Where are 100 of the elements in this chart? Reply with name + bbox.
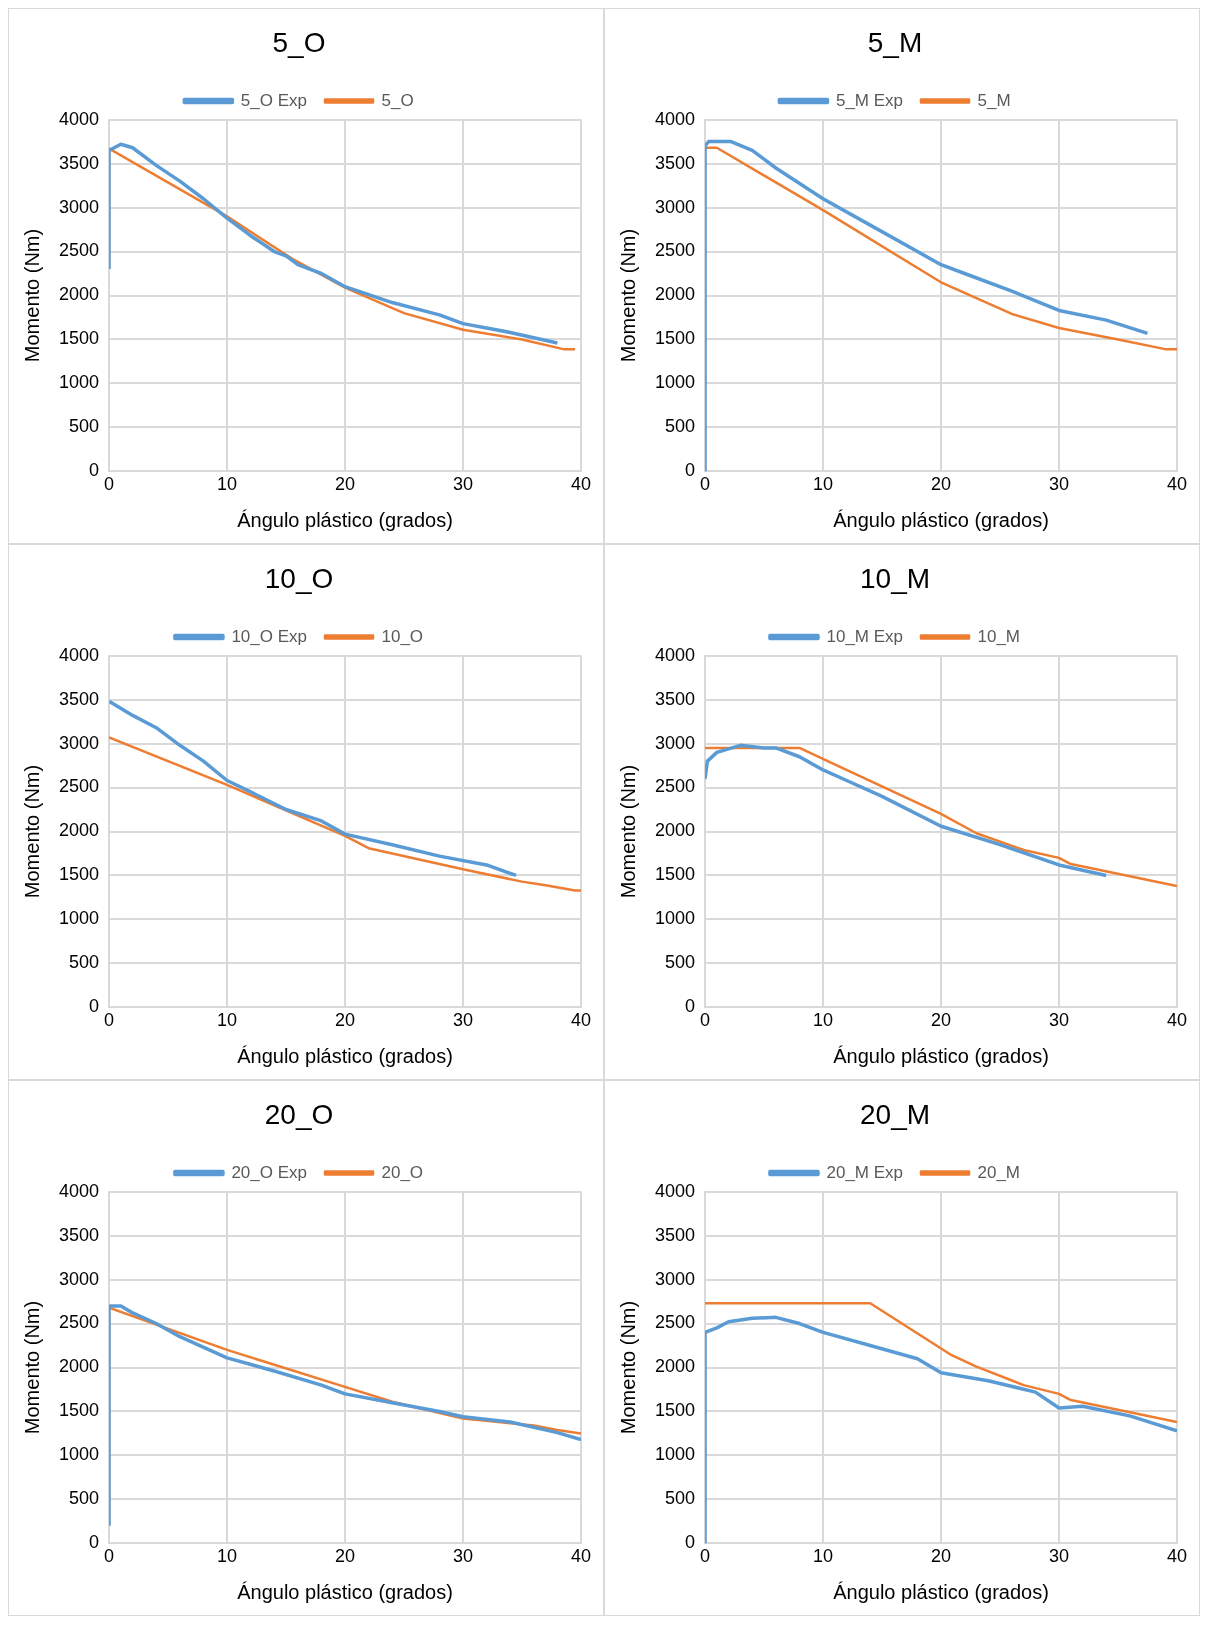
y-tick-label: 0	[685, 1532, 696, 1553]
x-tick-label: 10	[813, 1010, 834, 1031]
x-tick-label: 20	[335, 1546, 356, 1567]
legend-label: 5_O	[381, 90, 414, 110]
x-axis-title: Ángulo plástico (grados)	[833, 1044, 1049, 1067]
y-tick-label: 2500	[59, 240, 100, 261]
chart-title: 10_M	[859, 562, 931, 594]
y-tick-label: 2500	[655, 1312, 696, 1333]
y-tick-label: 3000	[59, 1268, 100, 1289]
x-tick-label: 40	[570, 1010, 592, 1031]
y-tick-label: 1000	[655, 1444, 696, 1465]
y-tick-label: 3000	[655, 196, 696, 217]
y-axis-title: Momento (Nm)	[616, 764, 639, 899]
legend-label: 10_O	[381, 626, 424, 646]
chart-title: 5_M	[867, 26, 923, 58]
y-tick-label: 2000	[59, 1356, 100, 1377]
y-tick-label: 1500	[655, 864, 696, 885]
x-tick-label: 0	[700, 474, 711, 495]
chart-title: 10_O	[264, 562, 334, 594]
y-tick-label: 0	[89, 1532, 100, 1553]
y-tick-label: 4000	[655, 1180, 696, 1201]
y-tick-label: 1500	[655, 1400, 696, 1421]
y-tick-label: 2000	[59, 284, 100, 305]
y-tick-label: 4000	[59, 1180, 100, 1201]
legend-label: 10_M Exp	[826, 626, 904, 646]
y-tick-label: 3000	[655, 732, 696, 753]
legend-label: 20_M	[977, 1162, 1021, 1182]
y-tick-label: 3000	[655, 1268, 696, 1289]
x-tick-label: 20	[931, 1010, 952, 1031]
y-tick-label: 0	[89, 460, 100, 481]
y-tick-label: 3000	[59, 732, 100, 753]
legend-label: 20_O Exp	[231, 1162, 308, 1182]
y-tick-label: 2000	[655, 1356, 696, 1377]
x-tick-label: 20	[335, 1010, 356, 1031]
x-tick-label: 10	[217, 474, 238, 495]
x-axis-title: Ángulo plástico (grados)	[833, 508, 1049, 531]
y-axis-title: Momento (Nm)	[616, 228, 639, 363]
legend-label: 10_M	[977, 626, 1021, 646]
y-tick-label: 1000	[59, 372, 100, 393]
y-tick-label: 4000	[59, 644, 100, 665]
chart-title: 20_M	[859, 1098, 931, 1130]
x-tick-label: 30	[1049, 1546, 1070, 1567]
y-tick-label: 500	[69, 1488, 100, 1509]
x-tick-label: 20	[335, 474, 356, 495]
x-tick-label: 20	[931, 474, 952, 495]
x-tick-label: 40	[570, 1546, 592, 1567]
y-tick-label: 1000	[655, 372, 696, 393]
y-tick-label: 500	[665, 1488, 696, 1509]
x-tick-label: 0	[104, 1546, 115, 1567]
y-axis-title: Momento (Nm)	[20, 764, 43, 899]
y-tick-label: 0	[89, 996, 100, 1017]
x-tick-label: 0	[104, 1010, 115, 1031]
legend-label: 5_M Exp	[835, 90, 904, 110]
y-tick-label: 2000	[655, 820, 696, 841]
x-tick-label: 10	[813, 1546, 834, 1567]
x-tick-label: 10	[217, 1010, 238, 1031]
y-tick-label: 1500	[59, 864, 100, 885]
legend-label: 5_O Exp	[240, 90, 308, 110]
y-tick-label: 1500	[59, 328, 100, 349]
x-axis-title: Ángulo plástico (grados)	[833, 1580, 1049, 1603]
y-tick-label: 0	[685, 996, 696, 1017]
x-tick-label: 20	[931, 1546, 952, 1567]
y-tick-label: 1000	[59, 1444, 100, 1465]
x-tick-label: 30	[1049, 1010, 1070, 1031]
x-tick-label: 40	[1166, 1546, 1188, 1567]
x-tick-label: 0	[700, 1010, 711, 1031]
x-tick-label: 40	[570, 474, 592, 495]
legend-label: 5_M	[977, 90, 1011, 110]
x-tick-label: 30	[453, 474, 474, 495]
x-tick-label: 0	[104, 474, 115, 495]
y-tick-label: 3500	[59, 1224, 100, 1245]
y-tick-label: 2000	[59, 820, 100, 841]
y-tick-label: 500	[69, 952, 100, 973]
x-tick-label: 10	[217, 1546, 238, 1567]
y-tick-label: 500	[69, 416, 100, 437]
x-axis-title: Ángulo plástico (grados)	[237, 1580, 453, 1603]
y-tick-label: 500	[665, 416, 696, 437]
x-tick-label: 30	[1049, 474, 1070, 495]
x-axis-title: Ángulo plástico (grados)	[237, 508, 453, 531]
y-tick-label: 1500	[655, 328, 696, 349]
legend-label: 20_M Exp	[826, 1162, 904, 1182]
y-tick-label: 0	[685, 460, 696, 481]
y-tick-label: 3500	[655, 152, 696, 173]
y-tick-label: 2500	[655, 776, 696, 797]
x-tick-label: 0	[700, 1546, 711, 1567]
y-tick-label: 1500	[59, 1400, 100, 1421]
y-axis-title: Momento (Nm)	[616, 1300, 639, 1435]
x-tick-label: 40	[1166, 474, 1188, 495]
y-tick-label: 3000	[59, 196, 100, 217]
y-tick-label: 3500	[59, 688, 100, 709]
chart-title: 20_O	[264, 1098, 334, 1130]
y-tick-label: 2500	[59, 776, 100, 797]
y-tick-label: 1000	[655, 908, 696, 929]
y-tick-label: 3500	[655, 1224, 696, 1245]
y-tick-label: 2000	[655, 284, 696, 305]
y-tick-label: 4000	[59, 108, 100, 129]
legend-label: 10_O Exp	[231, 626, 308, 646]
legend-label: 20_O	[381, 1162, 424, 1182]
y-tick-label: 1000	[59, 908, 100, 929]
x-tick-label: 30	[453, 1546, 474, 1567]
